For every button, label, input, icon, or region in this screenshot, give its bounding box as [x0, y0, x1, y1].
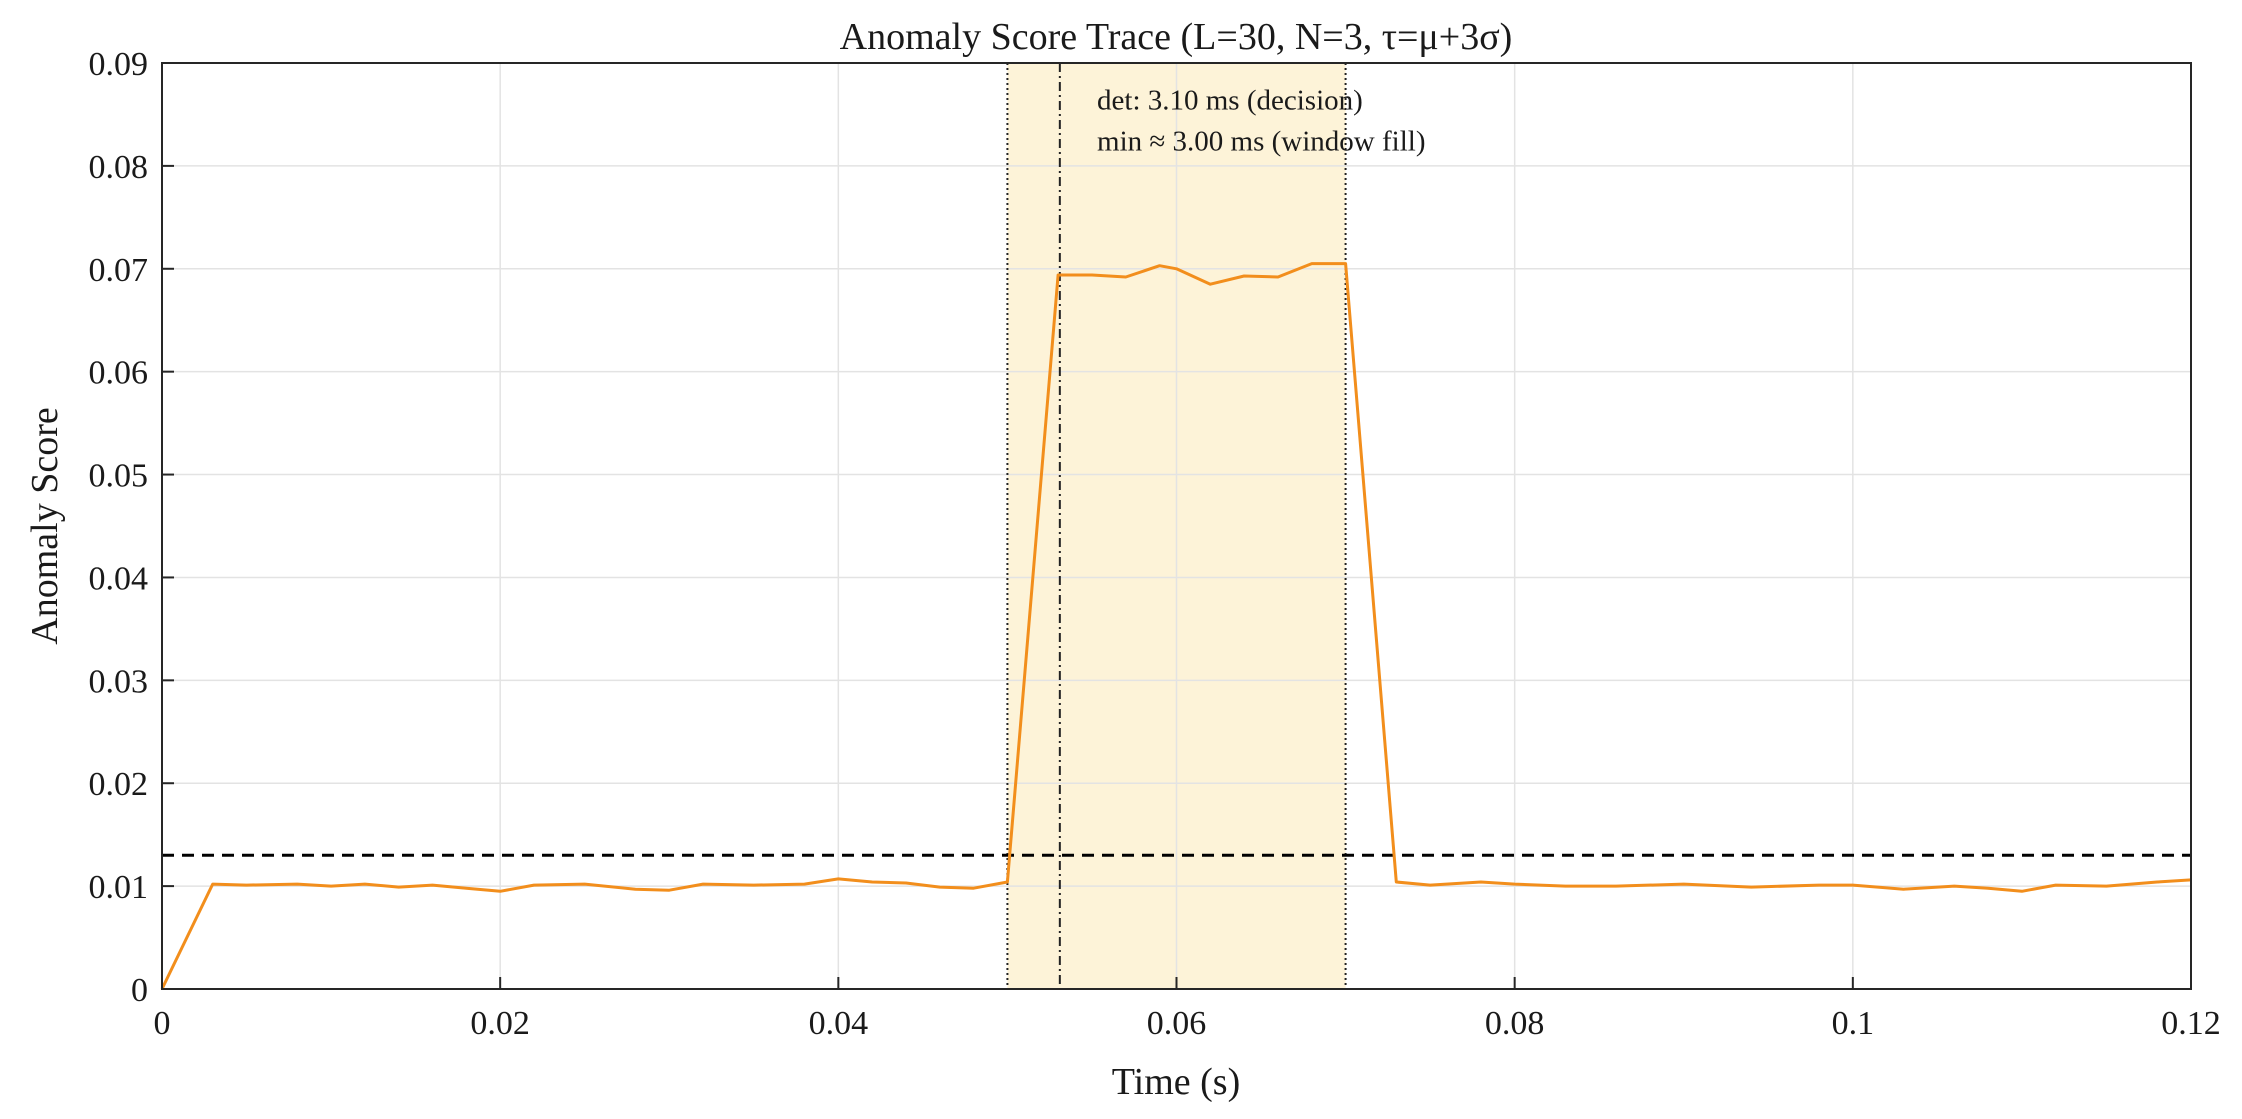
y-tick-label-8: 0.08	[89, 149, 149, 186]
tick-labels-layer: 0 0.02 0.04 0.06 0.08 0.1 0.12 0 0.01 0.02 0.03 0.0…	[89, 46, 2221, 1042]
vertical-lines-layer	[1006, 63, 1347, 989]
annotations-layer: det: 3.10 ms (decision) min ≈ 3.00 ms (wi…	[1097, 84, 1425, 157]
x-tick-label-5: 0.1	[1832, 1005, 1875, 1042]
x-tick-label-6: 0.12	[2161, 1005, 2221, 1042]
y-tick-label-9: 0.09	[89, 46, 149, 83]
x-axis-title: Time (s)	[1112, 1061, 1240, 1103]
y-axis-title: Anomaly Score	[24, 407, 66, 644]
y-tick-label-4: 0.04	[89, 560, 149, 597]
x-tick-label-3: 0.06	[1147, 1005, 1207, 1042]
x-tick-label-4: 0.08	[1485, 1005, 1545, 1042]
y-tick-label-5: 0.05	[89, 458, 149, 495]
axes-layer	[161, 62, 2192, 990]
y-tick-label-1: 0.01	[89, 869, 149, 906]
annotation-0: det: 3.10 ms (decision)	[1097, 84, 1363, 116]
y-tick-label-0: 0	[131, 972, 148, 1009]
y-tick-label-7: 0.07	[89, 252, 149, 289]
x-tick-label-0: 0	[154, 1005, 171, 1042]
chart-title: Anomaly Score Trace (L=30, N=3, τ=μ+3σ)	[840, 16, 1513, 58]
anomaly-score-line-0	[160, 262, 2192, 990]
y-tick-label-6: 0.06	[89, 355, 149, 392]
x-tick-label-1: 0.02	[470, 1005, 530, 1042]
x-tick-label-2: 0.04	[809, 1005, 869, 1042]
series-layer	[160, 262, 2192, 990]
y-tick-label-3: 0.03	[89, 663, 149, 700]
y-tick-label-2: 0.02	[89, 766, 149, 803]
annotation-1: min ≈ 3.00 ms (window fill)	[1097, 125, 1425, 157]
